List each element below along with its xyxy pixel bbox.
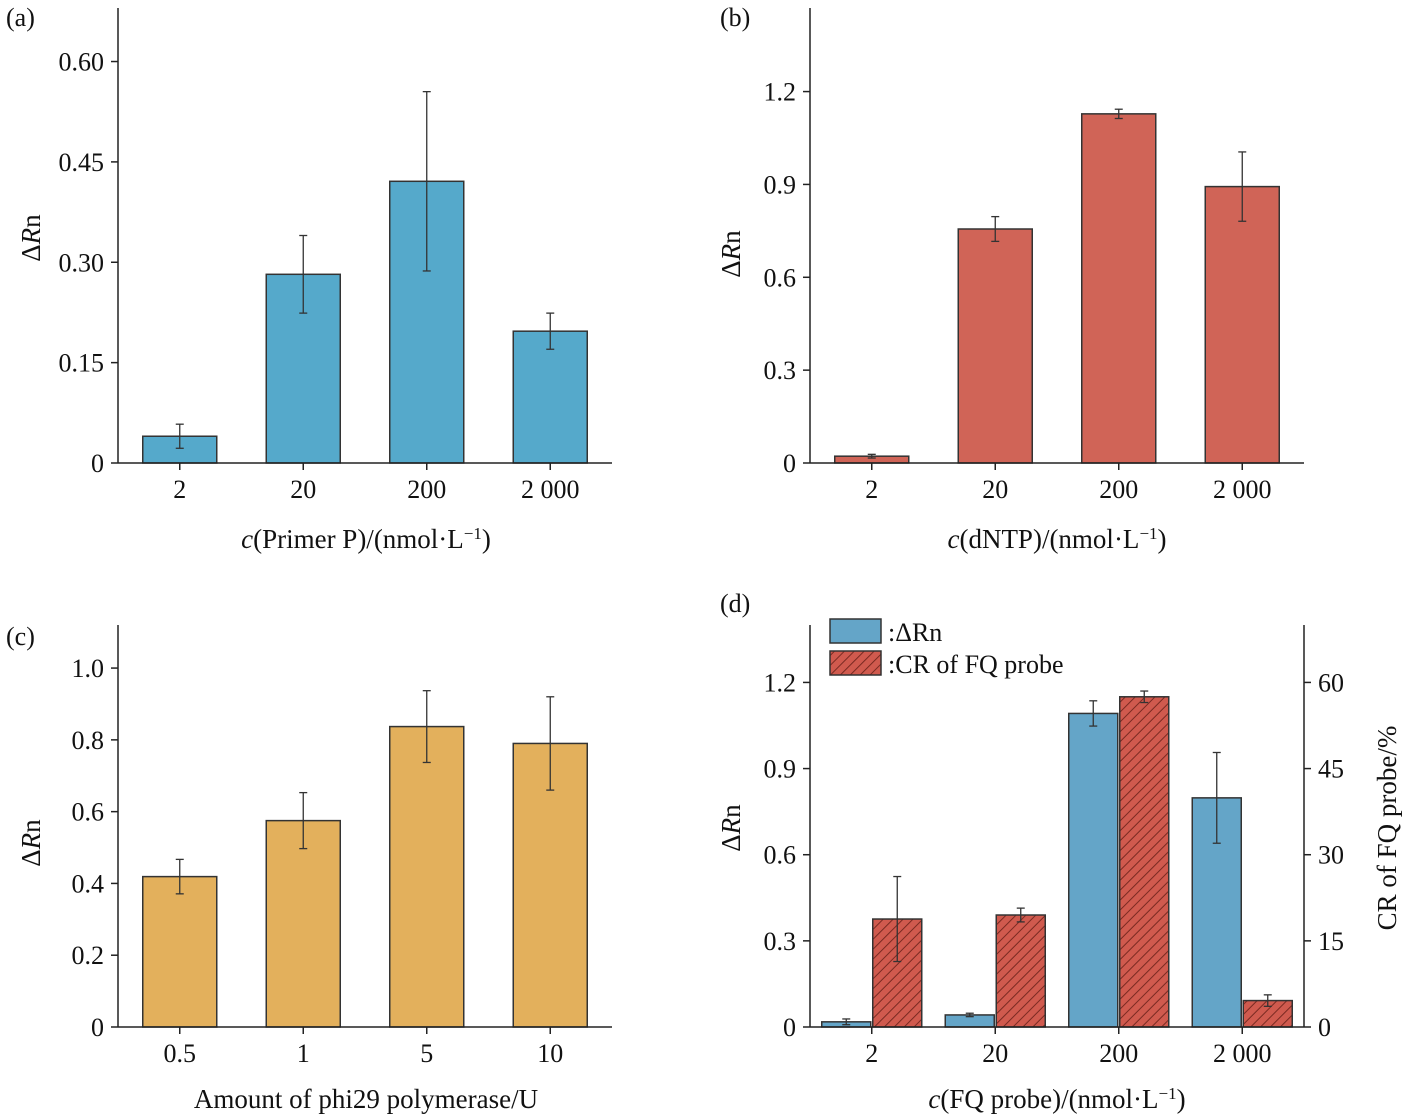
panel-c-ylabel: ΔRn [16, 819, 46, 867]
panel-b-bars [834, 108, 1280, 464]
bar [957, 228, 1033, 464]
panel-b-yticks: 0 0.3 0.6 0.9 1.2 [764, 78, 810, 478]
xtick-label: 0.5 [164, 1039, 197, 1068]
ytick-label: 0.60 [59, 48, 105, 77]
panel-a-ylabel: ΔRn [16, 214, 46, 262]
y2tick-label: 0 [1318, 1013, 1331, 1042]
panel-d-yticks: 0 0.3 0.6 0.9 1.2 [764, 668, 810, 1042]
panel-d-y2ticks: 0 15 30 45 60 [1304, 668, 1344, 1042]
panel-c-bars [142, 690, 588, 1028]
ytick-label: 0.3 [764, 927, 797, 956]
ytick-label: 0.2 [72, 941, 105, 970]
panel-b-xticks: 2 20 200 2 000 [865, 463, 1272, 504]
panel-b-axes [809, 8, 1304, 464]
panel-d-legend: :ΔRn :CR of FQ probe [829, 618, 1064, 679]
ytick-label: 0 [91, 449, 104, 478]
panel-a-xlabel: c(Primer P)/(nmol·L−1) [241, 524, 491, 555]
ytick-label: 0.45 [59, 148, 105, 177]
ytick-label: 0.6 [764, 841, 797, 870]
legend-label-cr: :CR of FQ probe [888, 650, 1064, 679]
xtick-label: 2 000 [1213, 1039, 1272, 1068]
ytick-label: 0.15 [59, 349, 105, 378]
y2tick-label: 60 [1318, 668, 1344, 697]
bar [265, 819, 341, 1028]
panel-c: (c) 0 0.2 0.4 0.6 0.8 1.0 0.5 1 5 10 ΔRn Amount … [6, 622, 612, 1114]
ytick-label: 1.2 [764, 668, 797, 697]
panel-b: (b) 0 0.3 0.6 0.9 1.2 2 20 200 2 000 ΔRn c(dNTP… [716, 3, 1304, 554]
legend-swatch-rn [829, 618, 882, 644]
panel-c-tag: (c) [6, 622, 35, 651]
panel-c-axes [117, 625, 612, 1028]
xtick-label: 2 000 [1213, 475, 1272, 504]
ytick-label: 0.4 [72, 869, 105, 898]
panel-a-yticks: 0 0.15 0.30 0.45 0.60 [59, 48, 118, 478]
xtick-label: 20 [982, 1039, 1008, 1068]
y2tick-label: 30 [1318, 841, 1344, 870]
panel-d-y2label: CR of FQ probe/% [1372, 726, 1402, 931]
panel-a-axes [117, 8, 612, 464]
xtick-label: 5 [420, 1039, 433, 1068]
xtick-label: 20 [982, 475, 1008, 504]
xtick-label: 2 [173, 475, 186, 504]
ytick-label: 0.9 [764, 755, 797, 784]
y2tick-label: 45 [1318, 755, 1344, 784]
ytick-label: 1.2 [764, 78, 797, 107]
ytick-label: 0.8 [72, 726, 105, 755]
xtick-label: 1 [297, 1039, 310, 1068]
panel-d-axes [809, 625, 1305, 1028]
ytick-label: 1.0 [72, 654, 105, 683]
ytick-label: 0.6 [764, 263, 797, 292]
panel-a-bars [142, 90, 588, 464]
panel-b-tag: (b) [720, 3, 750, 32]
xtick-label: 20 [290, 475, 316, 504]
ytick-label: 0.30 [59, 248, 105, 277]
panel-c-yticks: 0 0.2 0.4 0.6 0.8 1.0 [72, 654, 118, 1042]
ytick-label: 0 [91, 1013, 104, 1042]
bar [142, 875, 218, 1028]
panel-c-xticks: 0.5 1 5 10 [164, 1027, 563, 1068]
ytick-label: 0 [783, 1013, 796, 1042]
xtick-label: 10 [537, 1039, 563, 1068]
panel-b-ylabel: ΔRn [716, 230, 746, 278]
bar [1204, 185, 1280, 464]
panel-a: (a) 0 0.15 0.30 0.45 0.60 2 20 200 2 000 ΔRn c(… [6, 3, 612, 554]
ytick-label: 0.3 [764, 356, 797, 385]
xtick-label: 200 [1099, 1039, 1138, 1068]
panel-a-tag: (a) [6, 3, 35, 32]
xtick-label: 2 000 [521, 475, 580, 504]
y2tick-label: 15 [1318, 927, 1344, 956]
xtick-label: 2 [865, 1039, 878, 1068]
ytick-label: 0.6 [72, 798, 105, 827]
ytick-label: 0.9 [764, 170, 797, 199]
panel-c-xlabel: Amount of phi29 polymerase/U [194, 1084, 538, 1114]
panel-d-tag: (d) [720, 589, 750, 618]
panel-d-ylabel: ΔRn [716, 804, 746, 852]
ytick-label: 0 [783, 449, 796, 478]
panel-a-xticks: 2 20 200 2 000 [173, 463, 580, 504]
panel-d-xticks: 2 20 200 2 000 [865, 1027, 1272, 1068]
panel-b-xlabel: c(dNTP)/(nmol·L−1) [947, 524, 1166, 555]
panel-d-xlabel: c(FQ probe)/(nmol·L−1) [928, 1084, 1185, 1115]
panel-d-bars [821, 690, 1293, 1028]
bar-cr [995, 914, 1046, 1028]
legend-swatch-cr [829, 650, 882, 676]
bar-rn [1068, 712, 1119, 1028]
bar [1081, 113, 1157, 464]
xtick-label: 2 [865, 475, 878, 504]
xtick-label: 200 [407, 475, 446, 504]
bar-cr [1119, 696, 1170, 1028]
bar [512, 330, 588, 464]
bar [389, 725, 465, 1028]
legend-label-rn: :ΔRn [888, 618, 942, 647]
xtick-label: 200 [1099, 475, 1138, 504]
